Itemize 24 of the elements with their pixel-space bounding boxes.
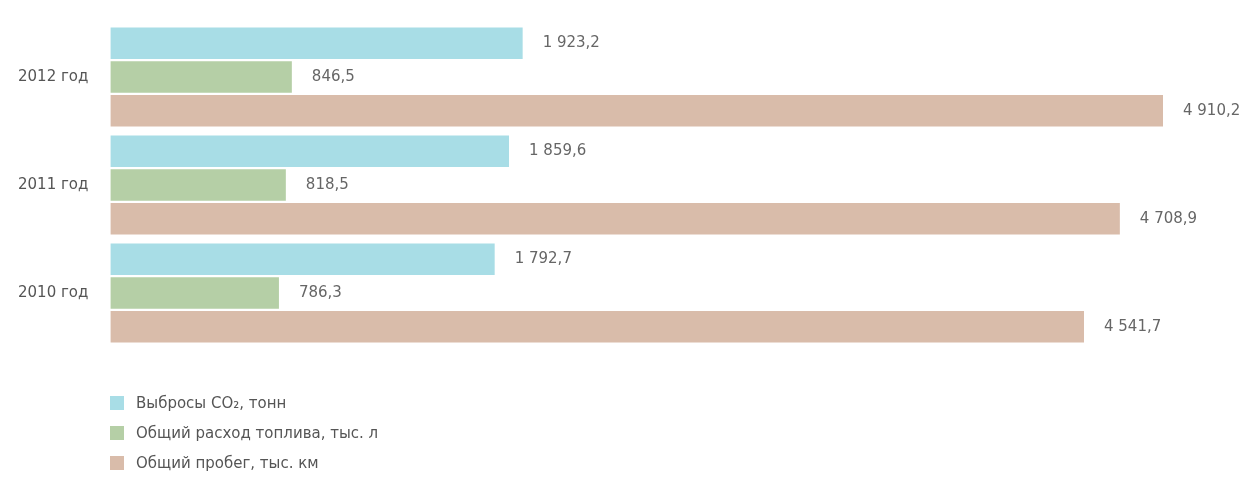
bar [110,277,279,309]
bar [110,243,495,275]
data-label: 846,5 [311,66,355,85]
legend-label: Выбросы CO₂, тонн [136,394,287,412]
data-label: 4 708,9 [1139,208,1198,227]
bar [110,169,286,201]
data-label: 786,3 [298,282,342,301]
data-label: 4 910,2 [1183,100,1241,119]
legend-label: Общий расход топлива, тыс. л [136,424,379,442]
data-label: 4 541,7 [1104,316,1162,335]
bar [110,27,523,59]
y-tick-label: 2010 год [18,282,89,301]
data-label: 1 859,6 [529,141,587,160]
legend-label: Общий пробег, тыс. км [136,454,319,472]
y-tick-label: 2011 год [18,174,89,193]
data-label: 1 923,2 [542,33,600,52]
data-label: 818,5 [305,174,349,193]
bar [110,135,510,167]
data-label: 1 792,7 [514,249,572,268]
bar [110,203,1120,235]
bar [110,95,1163,127]
bar [110,311,1084,343]
bar [110,61,292,93]
y-tick-label: 2012 год [18,66,89,85]
